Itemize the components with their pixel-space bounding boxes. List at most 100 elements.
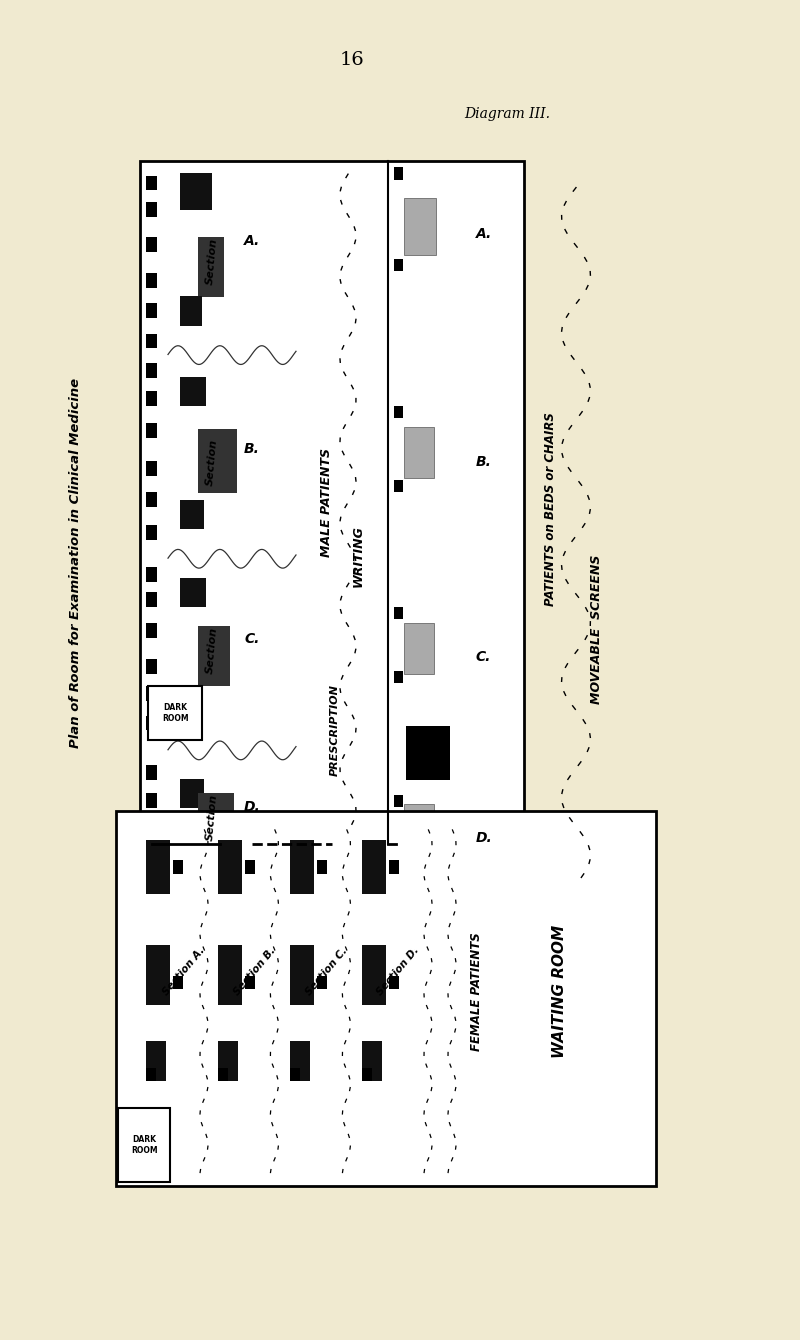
Text: D.: D.	[244, 800, 260, 813]
Bar	[180, 779, 204, 808]
Bar	[245, 860, 255, 874]
Text: Diagram III.: Diagram III.	[464, 107, 550, 121]
Text: B.: B.	[244, 442, 260, 456]
Text: B.: B.	[476, 456, 492, 469]
Bar	[198, 626, 230, 686]
Text: WAITING ROOM: WAITING ROOM	[553, 925, 567, 1059]
Bar	[146, 793, 157, 808]
Bar	[116, 811, 656, 1186]
Bar	[146, 686, 157, 701]
Bar	[290, 840, 314, 894]
Text: PATIENTS on BEDS or CHAIRS: PATIENTS on BEDS or CHAIRS	[544, 413, 557, 606]
Bar	[118, 1108, 170, 1182]
Bar	[394, 795, 403, 807]
Bar	[148, 686, 202, 740]
Bar	[146, 492, 157, 507]
Bar	[290, 1068, 300, 1081]
Text: Section C.: Section C.	[304, 946, 349, 997]
Bar	[146, 461, 157, 476]
Bar	[394, 259, 403, 271]
Bar	[180, 500, 204, 529]
Bar	[317, 976, 327, 989]
Bar	[180, 867, 202, 900]
Bar	[198, 793, 234, 867]
Text: DARK
ROOM: DARK ROOM	[162, 702, 189, 724]
Text: PRESCRIPTION: PRESCRIPTION	[330, 685, 339, 776]
Bar	[362, 1068, 372, 1081]
Bar	[146, 659, 157, 674]
Bar	[389, 860, 399, 874]
Bar	[317, 860, 327, 874]
Text: Section: Section	[205, 438, 219, 486]
Bar	[404, 623, 434, 674]
Text: DARK
ROOM: DARK ROOM	[131, 1135, 158, 1155]
Bar	[394, 168, 403, 180]
Bar	[394, 671, 403, 683]
Bar	[173, 860, 183, 874]
Bar	[146, 303, 157, 318]
Bar	[146, 765, 157, 780]
Bar	[146, 567, 157, 582]
Bar	[146, 840, 170, 894]
Text: Section: Section	[205, 237, 219, 285]
Text: FEMALE PATIENTS: FEMALE PATIENTS	[470, 933, 482, 1051]
Bar	[394, 406, 403, 418]
Bar	[146, 423, 157, 438]
Bar	[146, 202, 157, 217]
Bar	[389, 976, 399, 989]
Bar	[146, 391, 157, 406]
Bar	[406, 726, 450, 780]
Bar	[362, 1041, 382, 1081]
Text: 16: 16	[340, 51, 364, 70]
Bar	[218, 945, 242, 1005]
Bar	[394, 480, 403, 492]
Text: Section D.: Section D.	[375, 945, 422, 998]
Bar	[146, 176, 157, 190]
Bar	[146, 945, 170, 1005]
Bar	[290, 945, 314, 1005]
Bar	[404, 198, 436, 255]
Bar	[173, 976, 183, 989]
Bar	[146, 623, 157, 638]
Bar	[140, 161, 524, 844]
Bar	[290, 1041, 310, 1081]
Bar	[245, 976, 255, 989]
Bar	[404, 427, 434, 478]
Bar	[146, 1068, 156, 1081]
Text: Plan of Room for Examination in Clinical Medicine: Plan of Room for Examination in Clinical…	[70, 378, 82, 748]
Bar	[198, 237, 224, 297]
Bar	[362, 945, 386, 1005]
Bar	[146, 334, 157, 348]
Text: Section B.: Section B.	[231, 946, 278, 997]
Bar	[146, 525, 157, 540]
Bar	[180, 691, 202, 721]
Text: Section: Section	[205, 793, 219, 842]
Bar	[394, 839, 403, 851]
Bar	[404, 804, 434, 844]
Bar	[218, 840, 242, 894]
Text: Section: Section	[205, 626, 219, 674]
Bar	[180, 296, 202, 326]
Text: MOVEABLE  SCREENS: MOVEABLE SCREENS	[590, 555, 602, 705]
Bar	[180, 377, 206, 406]
Text: D.: D.	[476, 831, 493, 844]
Text: C.: C.	[244, 632, 260, 646]
Text: A.: A.	[244, 234, 260, 248]
Bar	[218, 1068, 228, 1081]
Bar	[146, 273, 157, 288]
Bar	[362, 840, 386, 894]
Bar	[146, 592, 157, 607]
Bar	[146, 856, 157, 871]
Bar	[146, 716, 157, 730]
Bar	[146, 237, 157, 252]
Text: WRITING: WRITING	[352, 525, 365, 587]
Bar	[180, 173, 212, 210]
Text: A.: A.	[476, 228, 492, 241]
Bar	[198, 429, 237, 493]
Text: Section A.: Section A.	[161, 946, 207, 997]
Bar	[394, 607, 403, 619]
Bar	[146, 827, 157, 842]
Bar	[180, 578, 206, 607]
Text: C.: C.	[476, 650, 491, 663]
Bar	[146, 1041, 166, 1081]
